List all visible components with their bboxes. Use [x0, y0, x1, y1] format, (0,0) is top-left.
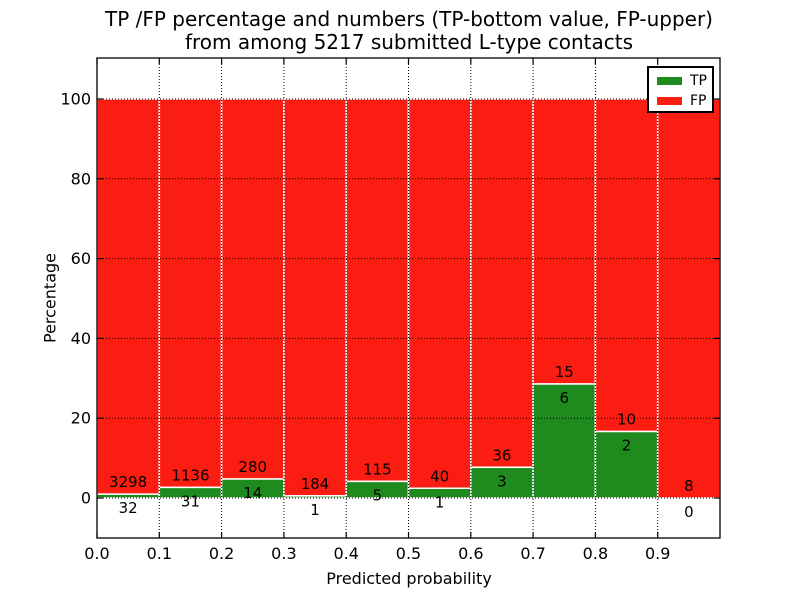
bar-tp-0 [96, 493, 161, 499]
fp-count-label-1: 1136 [171, 466, 209, 484]
x-tick-label-0.5: 0.5 [396, 544, 421, 563]
fp-count-label-0: 3298 [109, 473, 147, 491]
bar-fp-3 [283, 98, 347, 497]
x-tick-label-0.6: 0.6 [458, 544, 483, 563]
bar-fp-4 [345, 98, 410, 483]
tp-count-label-7: 6 [559, 389, 569, 407]
legend-item-fp: FP [657, 94, 712, 108]
x-tick-label-0.0: 0.0 [84, 544, 109, 563]
bar-fp-2 [220, 98, 285, 480]
tp-count-label-8: 2 [622, 437, 632, 455]
y-tick-label-40: 40 [71, 329, 91, 348]
legend: TP FP [647, 66, 714, 113]
tp-count-label-5: 1 [435, 493, 445, 511]
y-axis-label: Percentage [40, 252, 60, 344]
x-tick-label-0.1: 0.1 [147, 544, 172, 563]
chart-title: TP /FP percentage and numbers (TP-bottom… [97, 8, 721, 54]
y-tick-label-0: 0 [81, 489, 91, 508]
bar-fp-9 [656, 98, 721, 499]
chart-title-line1: TP /FP percentage and numbers (TP-bottom… [105, 7, 713, 31]
fp-count-label-6: 36 [492, 446, 511, 464]
x-tick-label-0.4: 0.4 [333, 544, 358, 563]
fp-count-label-4: 115 [363, 460, 392, 478]
x-tick-label-0.9: 0.9 [645, 544, 670, 563]
fp-count-label-9: 8 [684, 477, 694, 495]
legend-item-tp: TP [657, 74, 712, 88]
fp-count-label-5: 40 [430, 467, 449, 485]
fp-count-label-3: 184 [301, 475, 330, 493]
y-tick-label-100: 100 [60, 90, 91, 109]
bar-fp-7 [532, 98, 597, 385]
tp-count-label-4: 5 [373, 486, 383, 504]
legend-swatch-tp-icon [657, 77, 682, 85]
x-axis-label: Predicted probability [326, 569, 492, 588]
legend-swatch-fp-icon [657, 97, 682, 105]
chart-title-line2: from among 5217 submitted L-type contact… [184, 30, 634, 54]
plot-border [96, 57, 721, 539]
y-tick-label-80: 80 [71, 169, 91, 188]
legend-label-fp: FP [690, 93, 707, 109]
x-tick-label-0.7: 0.7 [520, 544, 545, 563]
legend-label-tp: TP [690, 73, 707, 89]
tp-count-label-2: 14 [243, 484, 262, 502]
bar-fp-0 [96, 98, 161, 495]
x-tick-label-0.2: 0.2 [209, 544, 234, 563]
bar-fp-1 [158, 98, 223, 489]
bar-tp-3 [283, 495, 347, 499]
y-tick-label-60: 60 [71, 249, 91, 268]
bar-tp-7 [532, 383, 597, 499]
fp-count-label-8: 10 [617, 411, 636, 429]
fp-count-label-2: 280 [238, 458, 267, 476]
tp-count-label-1: 31 [181, 492, 200, 510]
x-tick-label-0.8: 0.8 [583, 544, 608, 563]
x-tick-label-0.3: 0.3 [271, 544, 296, 563]
bar-tp-6 [470, 466, 534, 499]
tp-count-label-9: 0 [684, 503, 694, 521]
tp-count-label-0: 32 [119, 499, 138, 517]
bar-fp-5 [407, 98, 472, 490]
tp-count-label-3: 1 [310, 501, 320, 519]
bar-fp-8 [594, 98, 659, 433]
tp-count-label-6: 3 [497, 472, 507, 490]
bar-fp-6 [470, 98, 534, 469]
y-tick-label-20: 20 [71, 409, 91, 428]
fp-count-label-7: 15 [555, 363, 574, 381]
